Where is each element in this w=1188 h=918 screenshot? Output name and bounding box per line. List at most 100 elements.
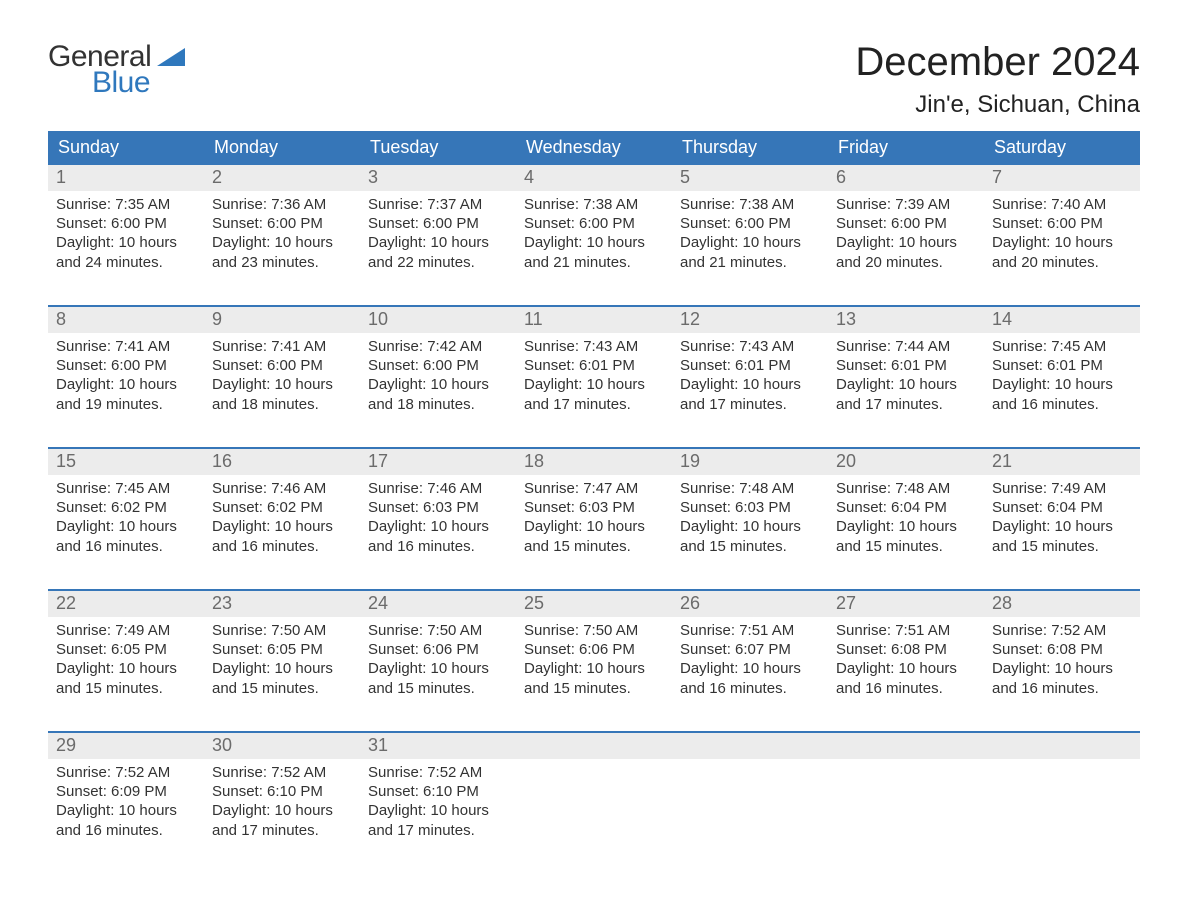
day-number: 9 [204, 307, 360, 333]
week-block: 293031 Sunrise: 7:52 AM Sunset: 6:09 PM D… [48, 731, 1140, 855]
day-cell: Sunrise: 7:49 AM Sunset: 6:04 PM Dayligh… [984, 475, 1140, 571]
day-cell [516, 759, 672, 855]
day-cell: Sunrise: 7:38 AM Sunset: 6:00 PM Dayligh… [672, 191, 828, 287]
day-cell: Sunrise: 7:49 AM Sunset: 6:05 PM Dayligh… [48, 617, 204, 713]
day-cell-text: Sunrise: 7:45 AM Sunset: 6:01 PM Dayligh… [992, 337, 1132, 414]
day-cell [984, 759, 1140, 855]
day-cell: Sunrise: 7:47 AM Sunset: 6:03 PM Dayligh… [516, 475, 672, 571]
day-number: 6 [828, 165, 984, 191]
location-subtitle: Jin'e, Sichuan, China [855, 91, 1140, 119]
day-number [516, 733, 672, 759]
day-number-row: 22232425262728 [48, 591, 1140, 617]
day-cell: Sunrise: 7:42 AM Sunset: 6:00 PM Dayligh… [360, 333, 516, 429]
day-number: 4 [516, 165, 672, 191]
day-number: 10 [360, 307, 516, 333]
day-number: 11 [516, 307, 672, 333]
day-number-row: 891011121314 [48, 307, 1140, 333]
day-cell-text: Sunrise: 7:47 AM Sunset: 6:03 PM Dayligh… [524, 479, 664, 556]
day-cell: Sunrise: 7:50 AM Sunset: 6:06 PM Dayligh… [360, 617, 516, 713]
day-cell: Sunrise: 7:46 AM Sunset: 6:03 PM Dayligh… [360, 475, 516, 571]
calendar-table: Sunday Monday Tuesday Wednesday Thursday… [48, 131, 1140, 855]
day-cell-text: Sunrise: 7:40 AM Sunset: 6:00 PM Dayligh… [992, 195, 1132, 272]
day-cell [828, 759, 984, 855]
day-cell: Sunrise: 7:52 AM Sunset: 6:08 PM Dayligh… [984, 617, 1140, 713]
day-number-row: 293031 [48, 733, 1140, 759]
header-area: General Blue December 2024 Jin'e, Sichua… [48, 40, 1140, 119]
day-cell-text: Sunrise: 7:50 AM Sunset: 6:05 PM Dayligh… [212, 621, 352, 698]
day-cell-text: Sunrise: 7:50 AM Sunset: 6:06 PM Dayligh… [368, 621, 508, 698]
day-number [828, 733, 984, 759]
day-number: 28 [984, 591, 1140, 617]
day-cell-row: Sunrise: 7:41 AM Sunset: 6:00 PM Dayligh… [48, 333, 1140, 429]
day-number: 7 [984, 165, 1140, 191]
day-cell: Sunrise: 7:45 AM Sunset: 6:02 PM Dayligh… [48, 475, 204, 571]
day-number: 5 [672, 165, 828, 191]
day-cell: Sunrise: 7:48 AM Sunset: 6:04 PM Dayligh… [828, 475, 984, 571]
day-cell-text: Sunrise: 7:51 AM Sunset: 6:08 PM Dayligh… [836, 621, 976, 698]
day-number: 13 [828, 307, 984, 333]
weekday-header: Thursday [672, 131, 828, 165]
day-cell-text: Sunrise: 7:49 AM Sunset: 6:04 PM Dayligh… [992, 479, 1132, 556]
day-number: 15 [48, 449, 204, 475]
day-cell-text: Sunrise: 7:46 AM Sunset: 6:03 PM Dayligh… [368, 479, 508, 556]
week-block: 15161718192021Sunrise: 7:45 AM Sunset: 6… [48, 447, 1140, 571]
weekday-header: Friday [828, 131, 984, 165]
day-cell: Sunrise: 7:37 AM Sunset: 6:00 PM Dayligh… [360, 191, 516, 287]
day-cell-text: Sunrise: 7:43 AM Sunset: 6:01 PM Dayligh… [680, 337, 820, 414]
day-number [672, 733, 828, 759]
week-block: 22232425262728 Sunrise: 7:49 AM Sunset: 6… [48, 589, 1140, 713]
day-cell-text: Sunrise: 7:52 AM Sunset: 6:10 PM Dayligh… [212, 763, 352, 840]
day-cell-text: Sunrise: 7:46 AM Sunset: 6:02 PM Dayligh… [212, 479, 352, 556]
day-cell: Sunrise: 7:38 AM Sunset: 6:00 PM Dayligh… [516, 191, 672, 287]
day-number: 18 [516, 449, 672, 475]
day-cell-text: Sunrise: 7:41 AM Sunset: 6:00 PM Dayligh… [212, 337, 352, 414]
day-cell: Sunrise: 7:36 AM Sunset: 6:00 PM Dayligh… [204, 191, 360, 287]
day-cell: Sunrise: 7:41 AM Sunset: 6:00 PM Dayligh… [204, 333, 360, 429]
day-cell: Sunrise: 7:45 AM Sunset: 6:01 PM Dayligh… [984, 333, 1140, 429]
weekday-header: Saturday [984, 131, 1140, 165]
weekday-header: Wednesday [516, 131, 672, 165]
day-cell-text: Sunrise: 7:38 AM Sunset: 6:00 PM Dayligh… [680, 195, 820, 272]
day-number [984, 733, 1140, 759]
day-number: 31 [360, 733, 516, 759]
day-number-row: 1234567 [48, 165, 1140, 191]
day-cell-text: Sunrise: 7:52 AM Sunset: 6:10 PM Dayligh… [368, 763, 508, 840]
day-cell-text: Sunrise: 7:48 AM Sunset: 6:04 PM Dayligh… [836, 479, 976, 556]
day-cell: Sunrise: 7:52 AM Sunset: 6:10 PM Dayligh… [360, 759, 516, 855]
day-number: 30 [204, 733, 360, 759]
day-cell-text: Sunrise: 7:38 AM Sunset: 6:00 PM Dayligh… [524, 195, 664, 272]
day-cell-text: Sunrise: 7:51 AM Sunset: 6:07 PM Dayligh… [680, 621, 820, 698]
day-cell-text: Sunrise: 7:39 AM Sunset: 6:00 PM Dayligh… [836, 195, 976, 272]
day-cell: Sunrise: 7:52 AM Sunset: 6:10 PM Dayligh… [204, 759, 360, 855]
day-number: 1 [48, 165, 204, 191]
day-number: 3 [360, 165, 516, 191]
brand-line2: Blue [92, 66, 185, 100]
day-cell: Sunrise: 7:40 AM Sunset: 6:00 PM Dayligh… [984, 191, 1140, 287]
day-cell-text: Sunrise: 7:52 AM Sunset: 6:08 PM Dayligh… [992, 621, 1132, 698]
day-number: 23 [204, 591, 360, 617]
day-number: 12 [672, 307, 828, 333]
day-cell-text: Sunrise: 7:35 AM Sunset: 6:00 PM Dayligh… [56, 195, 196, 272]
day-number: 26 [672, 591, 828, 617]
day-cell-row: Sunrise: 7:35 AM Sunset: 6:00 PM Dayligh… [48, 191, 1140, 287]
day-cell: Sunrise: 7:41 AM Sunset: 6:00 PM Dayligh… [48, 333, 204, 429]
day-cell-row: Sunrise: 7:45 AM Sunset: 6:02 PM Dayligh… [48, 475, 1140, 571]
weekday-header: Tuesday [360, 131, 516, 165]
week-block: 1234567 Sunrise: 7:35 AM Sunset: 6:00 PM … [48, 165, 1140, 287]
week-block: 891011121314 Sunrise: 7:41 AM Sunset: 6:0… [48, 305, 1140, 429]
day-cell: Sunrise: 7:46 AM Sunset: 6:02 PM Dayligh… [204, 475, 360, 571]
day-cell: Sunrise: 7:44 AM Sunset: 6:01 PM Dayligh… [828, 333, 984, 429]
day-number: 17 [360, 449, 516, 475]
day-number: 16 [204, 449, 360, 475]
day-number: 22 [48, 591, 204, 617]
weekday-header-row: Sunday Monday Tuesday Wednesday Thursday… [48, 131, 1140, 165]
day-cell: Sunrise: 7:51 AM Sunset: 6:08 PM Dayligh… [828, 617, 984, 713]
day-cell-row: Sunrise: 7:49 AM Sunset: 6:05 PM Dayligh… [48, 617, 1140, 713]
day-cell: Sunrise: 7:50 AM Sunset: 6:06 PM Dayligh… [516, 617, 672, 713]
day-cell: Sunrise: 7:43 AM Sunset: 6:01 PM Dayligh… [516, 333, 672, 429]
day-cell: Sunrise: 7:51 AM Sunset: 6:07 PM Dayligh… [672, 617, 828, 713]
day-cell-text: Sunrise: 7:49 AM Sunset: 6:05 PM Dayligh… [56, 621, 196, 698]
day-cell-text: Sunrise: 7:41 AM Sunset: 6:00 PM Dayligh… [56, 337, 196, 414]
day-cell-text: Sunrise: 7:52 AM Sunset: 6:09 PM Dayligh… [56, 763, 196, 840]
day-cell-text: Sunrise: 7:36 AM Sunset: 6:00 PM Dayligh… [212, 195, 352, 272]
